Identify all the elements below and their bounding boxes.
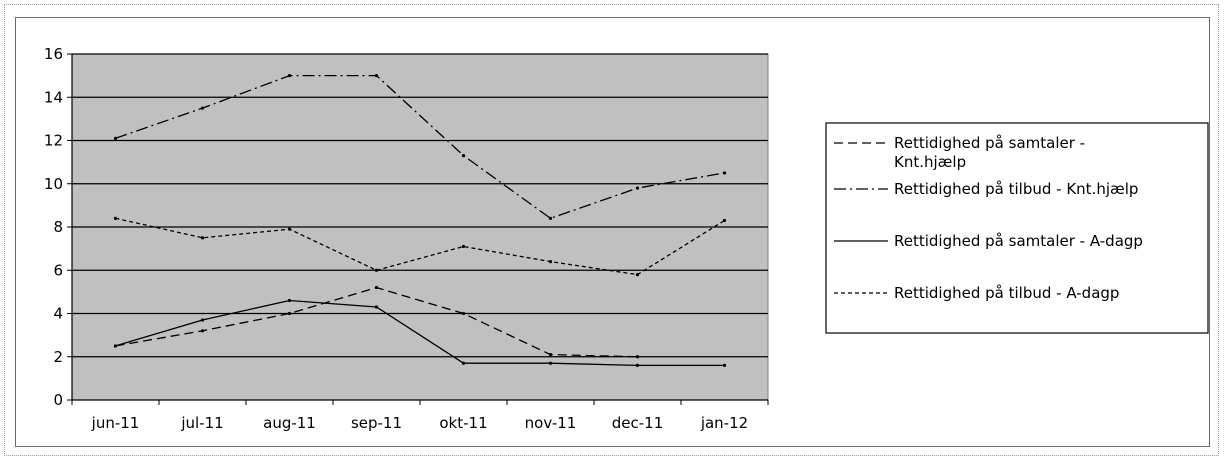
series-line-3 bbox=[115, 299, 725, 367]
chart-area: 0 2 4 6 8 10 12 14 16 jun-11 jul-11 aug-11 sep-11 okt… bbox=[15, 17, 1210, 447]
x-tick-label: nov-11 bbox=[525, 414, 577, 432]
data-point bbox=[461, 244, 466, 249]
x-tick-label: sep-11 bbox=[351, 414, 402, 432]
data-point bbox=[635, 363, 640, 367]
data-point bbox=[113, 136, 118, 140]
data-point bbox=[722, 171, 727, 175]
data-point bbox=[635, 272, 640, 277]
y-tick-label: 4 bbox=[53, 305, 63, 323]
y-tick-label: 12 bbox=[44, 132, 63, 150]
y-tick-label: 14 bbox=[44, 88, 63, 106]
data-point bbox=[200, 318, 205, 322]
data-point bbox=[374, 268, 379, 272]
x-tick-label: jan-12 bbox=[700, 414, 748, 432]
y-tick-label: 6 bbox=[53, 261, 63, 279]
x-tick-label: okt-11 bbox=[439, 414, 487, 432]
data-point bbox=[635, 355, 640, 359]
data-point bbox=[461, 154, 466, 158]
legend-label-1: Rettidighed på samtaler -Knt.hjælp bbox=[894, 134, 1085, 171]
line-chart: 0 2 4 6 8 10 12 14 16 jun-11 jul-11 aug-11 sep-11 okt… bbox=[44, 45, 1209, 432]
data-point bbox=[287, 227, 292, 231]
legend-box bbox=[825, 122, 1209, 334]
series-line-2 bbox=[115, 74, 725, 220]
data-point bbox=[461, 361, 466, 365]
data-point bbox=[548, 260, 553, 264]
data-point bbox=[287, 298, 292, 303]
legend-label-2: Rettidighed på tilbud - Knt.hjælp bbox=[894, 180, 1138, 198]
legend-label-4: Rettidighed på tilbud - A-dagp bbox=[894, 284, 1119, 302]
x-tick-label: jun-11 bbox=[91, 414, 140, 432]
x-tick-label: dec-11 bbox=[612, 414, 664, 432]
data-point bbox=[548, 361, 553, 365]
y-tick-label: 10 bbox=[44, 175, 63, 193]
data-point bbox=[113, 344, 118, 348]
data-point bbox=[113, 216, 118, 220]
x-tick-label: jul-11 bbox=[180, 414, 223, 432]
data-point bbox=[722, 218, 727, 223]
legend-label-3: Rettidighed på samtaler - A-dagp bbox=[894, 232, 1143, 250]
data-point bbox=[200, 106, 205, 110]
data-point bbox=[287, 311, 292, 316]
data-point bbox=[200, 236, 205, 240]
y-tick-label: 16 bbox=[44, 45, 63, 63]
data-point bbox=[722, 363, 727, 367]
data-point bbox=[461, 311, 466, 316]
series-line-4 bbox=[115, 217, 725, 276]
data-point bbox=[200, 329, 205, 333]
x-tick-label: aug-11 bbox=[263, 414, 316, 432]
chart-frame: 0 2 4 6 8 10 12 14 16 jun-11 jul-11 aug-11 sep-11 okt… bbox=[4, 4, 1219, 456]
y-tick-label: 2 bbox=[53, 348, 63, 366]
data-point bbox=[374, 74, 379, 78]
data-point bbox=[287, 74, 292, 78]
data-point bbox=[374, 285, 379, 290]
data-point bbox=[548, 216, 553, 220]
y-tick-label: 0 bbox=[53, 391, 63, 409]
y-tick-label: 8 bbox=[53, 218, 63, 236]
data-point bbox=[635, 186, 640, 190]
data-point bbox=[374, 305, 379, 309]
data-point bbox=[548, 352, 553, 357]
